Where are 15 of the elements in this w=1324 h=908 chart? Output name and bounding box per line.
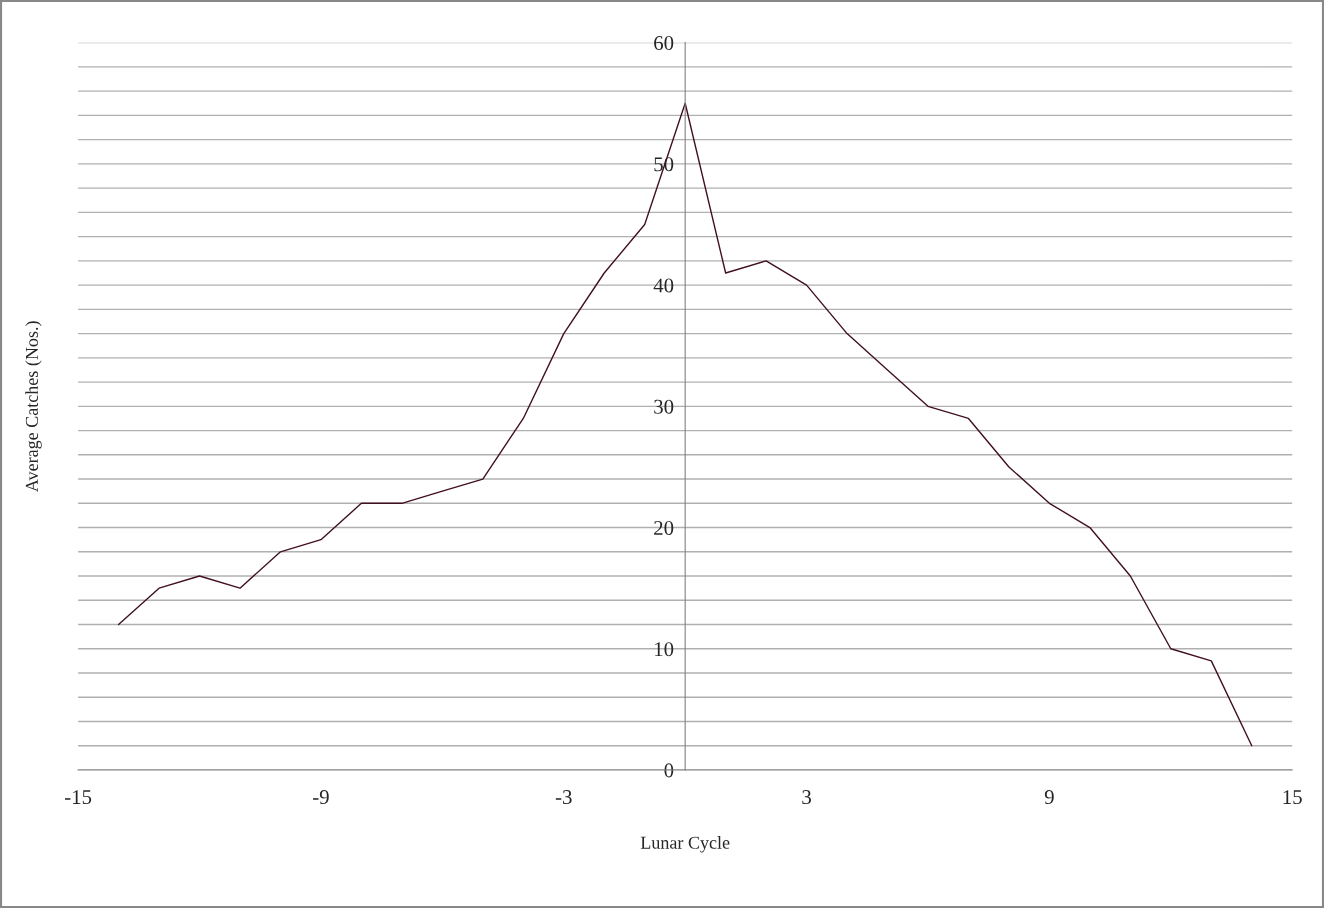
x-axis-title: Lunar Cycle <box>640 836 730 853</box>
y-tick-label: 30 <box>654 399 674 414</box>
y-axis-title: Average Catches (Nos.) <box>25 321 42 492</box>
y-tick-label: 0 <box>664 763 674 778</box>
x-tick-label: 3 <box>802 790 811 805</box>
y-tick-label: 40 <box>653 278 674 293</box>
x-tick-label: -9 <box>313 790 329 805</box>
y-tick-label: 10 <box>655 642 674 657</box>
x-tick-label: -3 <box>555 790 572 805</box>
line-series <box>117 102 1253 747</box>
x-tick-label: 15 <box>1283 790 1302 805</box>
x-tick-label: 9 <box>1044 790 1054 805</box>
y-tick-label: 20 <box>654 520 674 535</box>
x-tick-label: -15 <box>65 790 92 805</box>
y-tick-label: 60 <box>654 36 674 51</box>
